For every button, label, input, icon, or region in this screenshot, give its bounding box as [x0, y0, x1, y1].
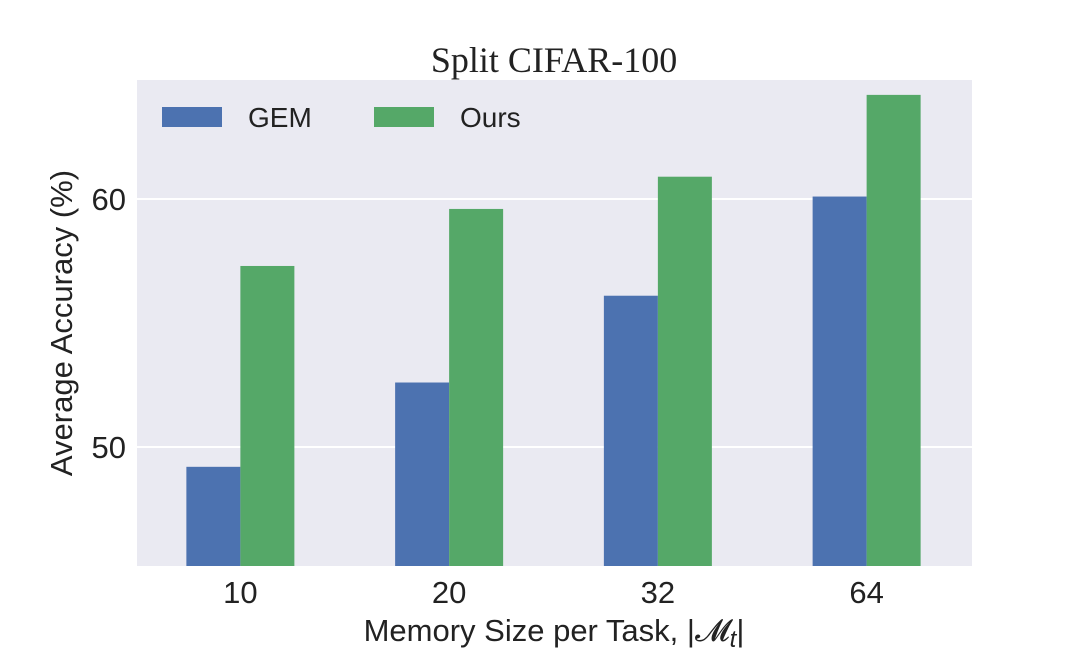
- legend: GEM Ours: [162, 102, 521, 133]
- legend-swatch-gem: [162, 107, 222, 127]
- y-axis-label: Average Accuracy (%): [44, 170, 79, 476]
- bar-ours-10: [240, 265, 295, 566]
- legend-swatch-ours: [374, 107, 434, 127]
- bar-ours-64: [866, 94, 921, 566]
- legend-label: GEM: [248, 102, 312, 133]
- x-tick-label: 64: [849, 575, 883, 610]
- x-axis-label: Memory Size per Task, |𝓜t|: [364, 613, 745, 648]
- bar-ours-32: [657, 176, 712, 566]
- y-tick-label: 60: [92, 182, 126, 217]
- legend-label: Ours: [460, 102, 521, 133]
- bar-gem-64: [812, 196, 867, 566]
- bar-ours-20: [449, 208, 504, 566]
- chart-title: Split CIFAR-100: [431, 40, 677, 80]
- bar-gem-32: [603, 295, 658, 566]
- bar-gem-20: [395, 382, 450, 566]
- bar-gem-10: [186, 466, 241, 566]
- x-tick-label: 32: [641, 575, 675, 610]
- y-tick-label: 50: [92, 430, 126, 465]
- x-tick-label: 10: [223, 575, 257, 610]
- x-tick-label: 20: [432, 575, 466, 610]
